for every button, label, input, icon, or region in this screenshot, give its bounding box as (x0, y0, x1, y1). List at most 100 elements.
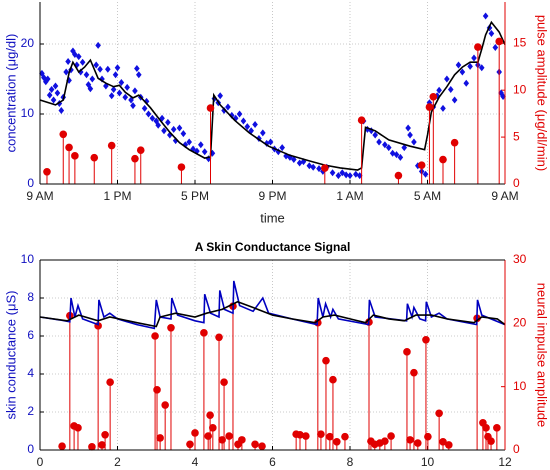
point (155, 121, 161, 129)
stem-head (450, 138, 459, 147)
y2-tick-label: 10 (513, 379, 527, 393)
stem-head (90, 153, 99, 162)
point (422, 170, 429, 178)
stem-head (220, 378, 228, 387)
stem-head (101, 431, 109, 439)
stem-head (322, 356, 330, 365)
stem-head (425, 103, 434, 111)
stem-head (357, 116, 366, 125)
stem-head (151, 332, 159, 340)
point (114, 64, 121, 72)
y-axis-label: concentration (μg/dl) (3, 34, 18, 153)
y-axis-label: skin conductance (μS) (3, 291, 18, 420)
stem-head (98, 441, 106, 449)
point (478, 64, 485, 72)
point (132, 87, 138, 95)
stem-head (429, 92, 438, 101)
point (134, 65, 140, 72)
x-tick-label: 2 (114, 455, 121, 469)
y2-tick-label: 20 (513, 316, 527, 330)
stem-head (88, 443, 96, 451)
line (39, 20, 506, 171)
stem-head (153, 386, 161, 394)
point (401, 144, 408, 152)
point (83, 71, 90, 79)
point (136, 71, 142, 79)
point (54, 89, 61, 97)
stem-head (410, 368, 418, 377)
point (112, 71, 119, 79)
point (411, 138, 417, 146)
point (229, 111, 235, 119)
stem-head (424, 432, 432, 441)
point (225, 103, 231, 111)
x-tick-label: 10 (421, 455, 435, 469)
stem-head (238, 436, 246, 444)
point (335, 172, 342, 180)
point (279, 144, 285, 152)
x-tick-label: 0 (37, 455, 44, 469)
y-tick-label: 2 (27, 404, 34, 418)
point (56, 100, 63, 107)
point (39, 69, 45, 77)
point (329, 169, 336, 177)
stem-head (482, 424, 490, 432)
stem-head (215, 333, 223, 342)
point (467, 62, 473, 70)
point (165, 118, 171, 126)
stem-head (251, 440, 259, 449)
point (397, 153, 404, 161)
stem-head (167, 323, 175, 332)
point (198, 141, 204, 149)
stem-head (394, 171, 403, 180)
point (376, 138, 382, 146)
point (451, 96, 458, 104)
y-tick-label: 10 (21, 106, 35, 120)
y-tick-label: 10 (21, 252, 35, 266)
point (149, 114, 156, 122)
point (405, 124, 411, 132)
x-tick-label: 12 (498, 455, 512, 469)
chart-title: A Skin Conductance Signal (195, 240, 351, 254)
y-tick-label: 20 (21, 36, 35, 50)
x-tick-label: 8 (347, 455, 354, 469)
stem-head (439, 437, 447, 446)
stem-head (186, 440, 194, 449)
point (180, 130, 187, 138)
point (463, 79, 470, 87)
stem-head (177, 163, 186, 171)
point (65, 58, 71, 65)
stem-head (43, 168, 51, 176)
stem-head (74, 424, 82, 432)
stem-head (333, 437, 341, 446)
x-tick-label: 1 PM (103, 189, 131, 203)
point (58, 107, 65, 114)
stem-head (161, 401, 169, 409)
stem-head (435, 409, 443, 418)
x-tick-label: 9 PM (258, 189, 286, 203)
y2-tick-label: 5 (513, 129, 520, 143)
point (79, 58, 86, 66)
point (444, 75, 450, 83)
x-tick-label: 5 AM (414, 189, 441, 203)
point (291, 156, 297, 163)
stem-head (65, 143, 73, 152)
point (385, 144, 392, 152)
stem-head (495, 37, 503, 46)
stem-head (58, 442, 66, 451)
point (201, 148, 208, 156)
point (130, 102, 136, 110)
stem-head (387, 432, 395, 440)
x-tick-label: 4 (192, 455, 199, 469)
point (488, 30, 495, 37)
point (108, 92, 115, 100)
point (186, 138, 192, 146)
y-tick-label: 0 (27, 442, 34, 456)
point (221, 107, 227, 114)
y-tick-label: 0 (27, 176, 34, 190)
point (267, 138, 274, 146)
point (52, 82, 59, 90)
stem-head (225, 432, 233, 440)
point (436, 86, 442, 94)
point (240, 117, 247, 125)
